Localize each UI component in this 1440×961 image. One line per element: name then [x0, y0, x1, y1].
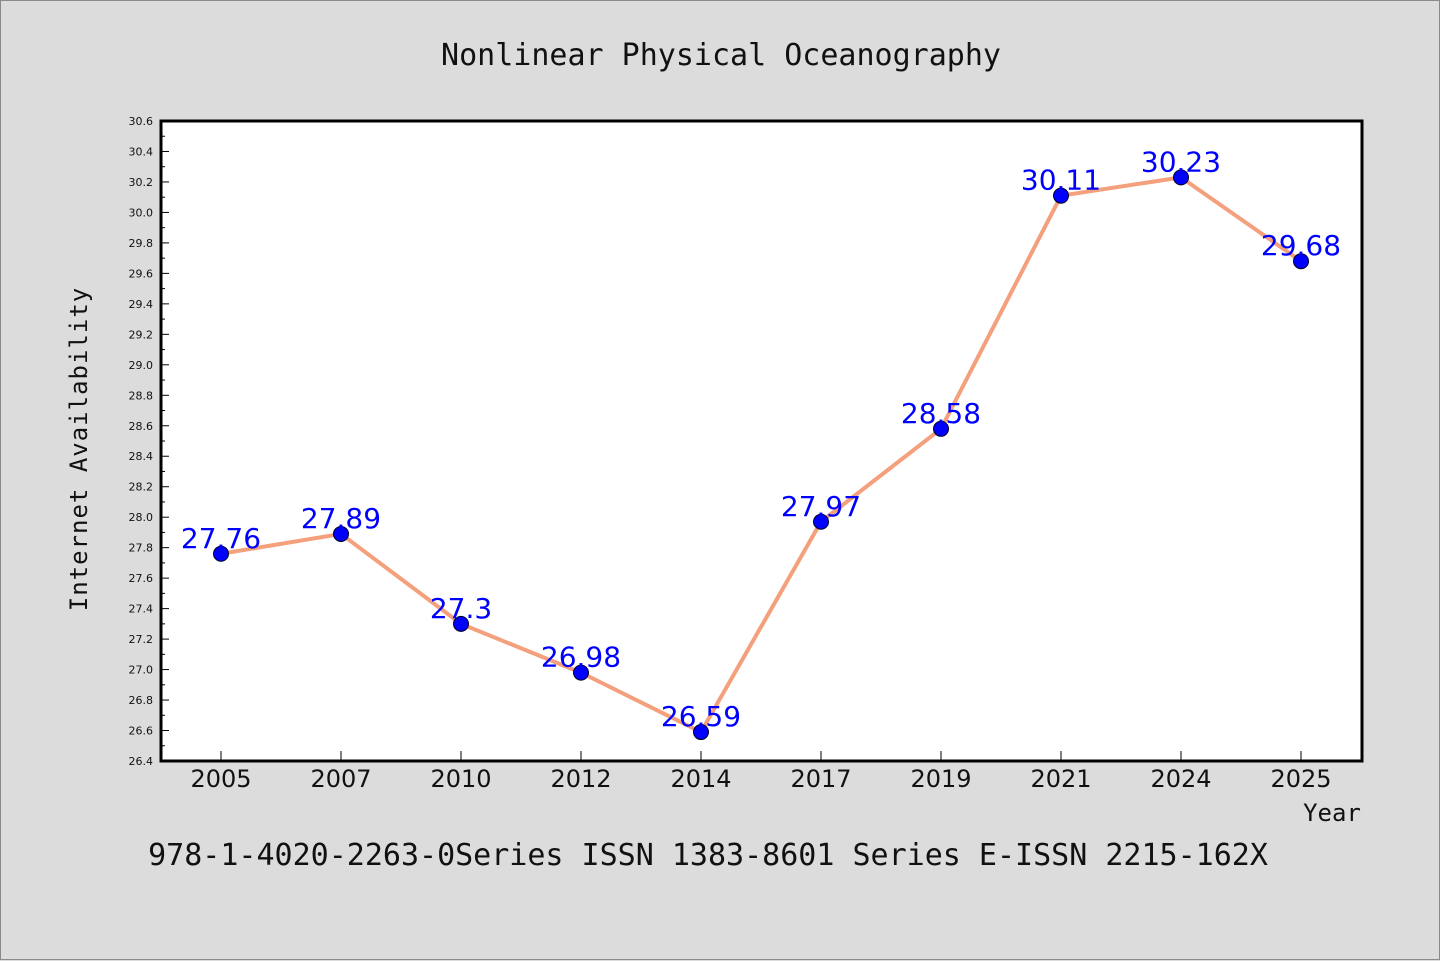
data-point: [813, 513, 829, 530]
data-point: [453, 615, 469, 632]
data-point: [573, 664, 589, 681]
x-tick-label: 2019: [910, 765, 971, 793]
y-tick-label: 30.4: [129, 145, 154, 158]
y-tick-label: 30.0: [129, 206, 154, 219]
y-axis-ticks: 26.4 26.6 26.8 27.0 27.2 27.4 27.6 27.8 28.0 28.2…: [129, 115, 169, 768]
data-point: [1173, 169, 1189, 186]
x-tick-label: 2012: [550, 765, 611, 793]
y-tick-label: 28.8: [129, 389, 154, 402]
y-tick-label: 26.4: [129, 755, 154, 768]
chart-title: Nonlinear Physical Oceanography: [441, 38, 1001, 73]
data-label: 27.3: [430, 592, 492, 625]
x-tick-label: 2025: [1270, 765, 1331, 793]
plot-area: [159, 119, 1364, 763]
y-tick-label: 29.6: [129, 267, 154, 280]
x-tick-label: 2017: [790, 765, 851, 793]
data-label: 28.58: [901, 397, 981, 430]
y-tick-label: 28.0: [129, 511, 154, 524]
series-markers: [213, 169, 1309, 741]
y-tick-label: 27.0: [129, 664, 154, 677]
y-tick-label: 29.2: [129, 328, 154, 341]
data-point: [1053, 187, 1069, 204]
series-line: [220, 175, 1303, 735]
y-tick-label: 27.6: [129, 572, 154, 585]
x-tick-label: 2010: [430, 765, 491, 793]
y-tick-label: 29.4: [129, 298, 154, 311]
data-point: [933, 420, 949, 437]
data-label: 26.98: [541, 641, 621, 674]
y-tick-label: 26.8: [129, 694, 154, 707]
y-tick-label: 27.2: [129, 633, 154, 646]
y-tick-label: 28.6: [129, 420, 154, 433]
y-tick-label: 27.4: [129, 603, 154, 616]
y-tick-label: 29.8: [129, 237, 154, 250]
x-tick-label: 2014: [670, 765, 731, 793]
x-tick-label: 2024: [1150, 765, 1211, 793]
y-tick-label: 28.4: [129, 450, 154, 463]
x-tick-label: 2005: [190, 765, 251, 793]
data-label: 27.89: [301, 502, 381, 535]
data-point: [693, 724, 709, 741]
data-label: 26.59: [661, 700, 741, 733]
data-point: [333, 525, 349, 542]
y-tick-label: 26.6: [129, 725, 154, 738]
data-labels: 27.76 27.89 27.3 26.98 26.59 27.97 28.58 30.11 3…: [181, 145, 1341, 733]
y-tick-label: 30.6: [129, 115, 154, 128]
data-label: 27.76: [181, 522, 261, 555]
y-tick-label: 30.2: [129, 176, 154, 189]
footer-text: 978-1-4020-2263-0Series ISSN 1383-8601 S…: [148, 838, 1268, 873]
x-axis-label: Year: [1303, 799, 1361, 827]
x-tick-label: 2021: [1030, 765, 1091, 793]
y-tick-label: 29.0: [129, 359, 154, 372]
y-tick-label: 28.2: [129, 481, 154, 494]
data-label: 30.11: [1021, 164, 1101, 197]
x-axis-ticks: 2005 2007 2010 2012 2014 2017 2019 2021 2024 2025: [190, 751, 1332, 793]
data-point: [1293, 253, 1309, 270]
data-label: 27.97: [781, 490, 861, 523]
data-label: 30.23: [1141, 145, 1221, 178]
y-axis-label: Internet Availability: [65, 287, 93, 611]
x-tick-label: 2007: [310, 765, 371, 793]
data-label: 29.68: [1261, 229, 1341, 262]
y-tick-label: 27.8: [129, 542, 154, 555]
data-point: [213, 545, 229, 562]
